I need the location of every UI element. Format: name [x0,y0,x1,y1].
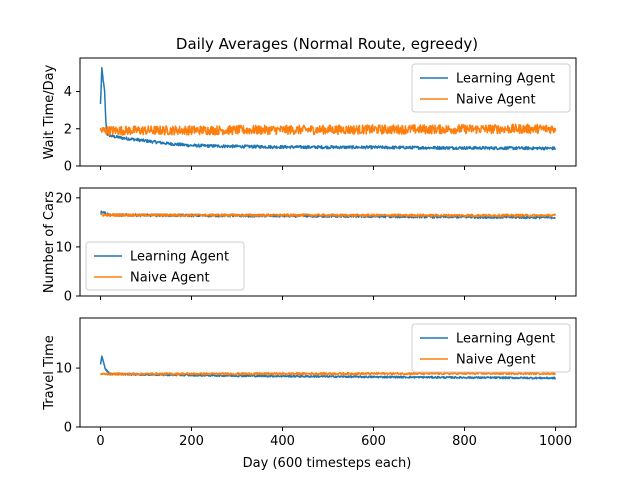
y-tick-label: 10 [55,240,72,255]
legend-label: Learning Agent [456,72,555,87]
x-tick-label: 200 [179,434,204,449]
panel-1: 0 2 4 Wait Time/Day Learning Agent Naive Agen… [42,57,577,175]
x-tick-label: 0 [96,434,104,449]
y-tick-label: 4 [64,85,72,100]
y-tick-label: 0 [64,290,72,305]
legend: Learning Agent Naive Agent [85,241,245,291]
y-axis-label: Number of Cars [42,191,57,293]
y-tick-label: 2 [64,122,72,137]
x-tick-label: 1000 [539,434,572,449]
series-line-naive [99,123,557,136]
y-tick-label: 0 [64,160,72,175]
legend: Learning Agent Naive Agent [411,323,571,373]
chart-panels: 0 2 4 Wait Time/Day Learning Agent Naive Agen… [42,57,577,449]
y-axis-label: Travel Time [42,335,57,411]
x-tick-label: 400 [270,434,295,449]
axes-frame [79,57,577,167]
axes-frame [79,187,577,297]
series-line-naive [99,371,557,376]
axes-frame [79,317,577,428]
y-tick-label: 20 [55,191,72,206]
y-tick-label: 0 [64,421,72,436]
legend-label: Learning Agent [130,250,229,265]
series-line-learning [99,66,557,151]
legend-label: Naive Agent [456,93,536,108]
legend-box [411,323,571,373]
x-axis-label: Day (600 timesteps each) [243,456,412,471]
legend-label: Naive Agent [130,271,210,286]
legend-box [411,63,571,113]
chart-title: Daily Averages (Normal Route, egreedy) [176,35,478,53]
x-tick-label: 800 [452,434,477,449]
y-tick-label: 10 [55,362,72,377]
legend: Learning Agent Naive Agent [411,63,571,113]
y-axis-label: Wait Time/Day [42,64,57,159]
legend-label: Naive Agent [456,353,536,368]
series-line-naive [99,213,557,218]
legend-label: Learning Agent [456,332,555,347]
legend-box [85,241,245,291]
x-tick-label: 600 [361,434,386,449]
